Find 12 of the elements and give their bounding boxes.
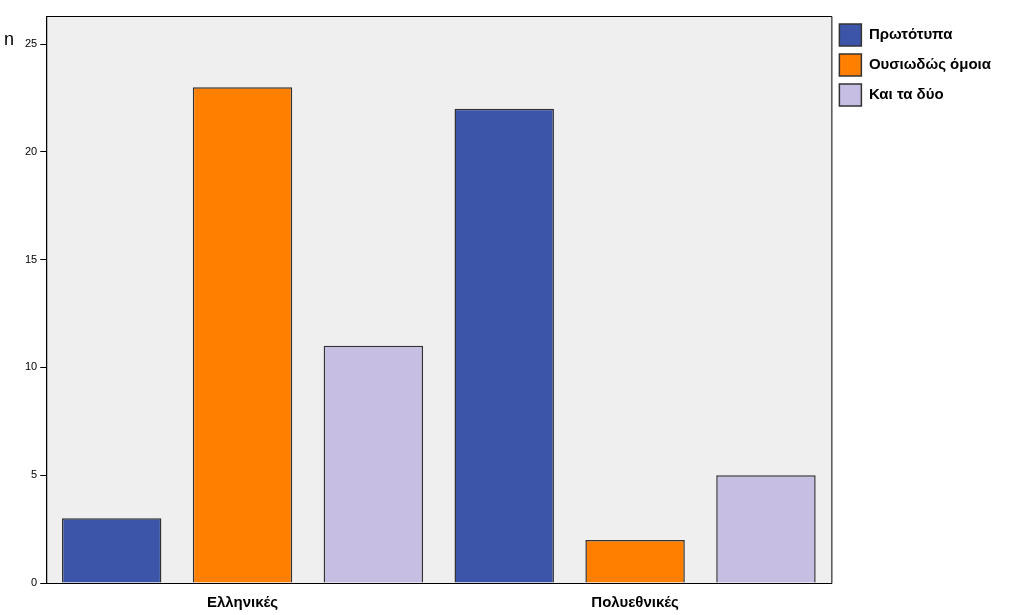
legend-label: Πρωτότυπα (868, 25, 954, 43)
legend-label: Και τα δύο (868, 85, 944, 103)
x-tick-label: Πολυεθνικές (591, 593, 680, 611)
x-tick-label: Ελληνικές (206, 593, 279, 611)
y-axis-title: n (4, 29, 15, 49)
y-tick-label: 20 (24, 144, 38, 157)
y-tick-label: 5 (31, 468, 38, 481)
y-tick-label: 0 (31, 576, 38, 589)
y-tick-label: 15 (24, 252, 38, 265)
legend-label: Ουσιωδώς όμοια (868, 55, 992, 73)
y-tick-label: 10 (24, 360, 38, 373)
y-tick-label: 25 (24, 37, 38, 50)
